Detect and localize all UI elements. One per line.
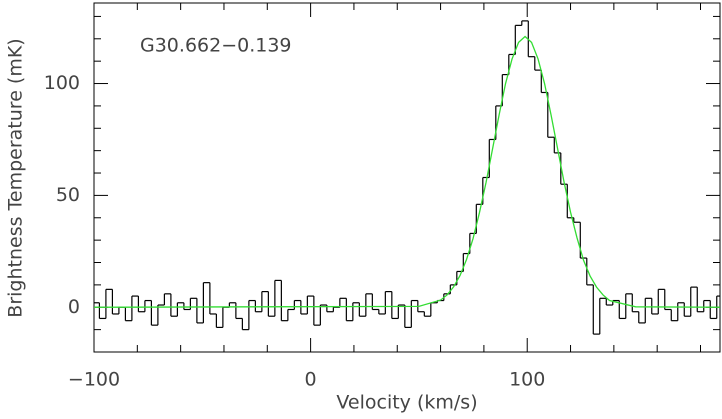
x-tick-label: −100 — [68, 369, 120, 391]
x-axis-title: Velocity (km/s) — [336, 392, 477, 414]
gaussian-fit — [93, 35, 721, 308]
y-tick-label: 100 — [44, 72, 80, 94]
annotation: G30.662−0.139 — [140, 35, 292, 57]
y-axis-title: Brightness Temperature (mK) — [5, 38, 27, 317]
x-tick-label: 0 — [305, 369, 317, 391]
y-tick-label: 0 — [68, 296, 80, 318]
plot-frame — [93, 2, 721, 353]
x-tick-label: 100 — [509, 369, 545, 391]
y-tick-label: 50 — [56, 184, 80, 206]
